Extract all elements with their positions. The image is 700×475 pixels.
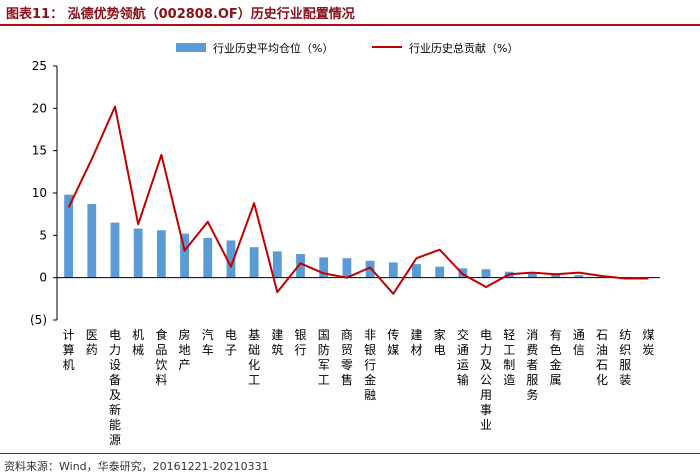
bar-家电 [435,266,445,278]
x-tick-label: 交通运输 [457,327,469,387]
y-tick-label: 10 [32,186,47,200]
bar-传媒 [388,262,398,278]
y-tick-label: 20 [32,101,47,115]
x-tick-label: 传媒 [387,327,399,357]
x-tick-label: 电力及公用事业 [480,328,492,432]
legend-line-label: 行业历史总贡献（%） [409,41,518,55]
x-tick-label: 建筑 [271,328,283,357]
x-tick-label: 纺织服装 [619,328,631,387]
x-tick-label: 电子 [225,328,237,357]
legend-bar-swatch [176,43,206,52]
bar-series [64,194,653,278]
chart-title: 图表11： 泓德优势领航（002808.OF）历史行业配置情况 [6,7,355,22]
source-note: 资料来源：Wind，华泰研究，20161221-20210331 [4,460,269,473]
bar-食品饮料 [156,230,166,278]
y-axis: 25 20 15 10 5 0 (5) [30,59,58,327]
x-tick-label: 商贸零售 [341,327,353,387]
line-series [67,105,649,295]
x-tick-label: 石油石化 [596,328,608,387]
legend-bar-label: 行业历史平均仓位（%） [213,41,333,55]
x-tick-label: 家电 [434,327,446,357]
bar-医药 [87,204,97,278]
x-tick-label: 国防军工 [318,328,330,387]
bar-汽车 [203,237,213,278]
bar-房地产 [180,233,189,278]
x-tick-label: 电力设备及新能源 [109,328,121,447]
bar-国防军工 [319,257,329,278]
y-tick-label: 25 [32,59,47,73]
legend: 行业历史平均仓位（%） 行业历史总贡献（%） [176,41,518,55]
bar-银行 [296,253,305,278]
bar-建筑 [272,251,282,278]
bar-电力设备及新能源 [110,222,120,278]
bar-建材 [412,264,421,278]
x-tick-label: 建材 [410,328,422,357]
y-tick-label: 0 [39,271,47,285]
category-labels: 计算机医药电力设备及新能源机械食品饮料房地产汽车电子基础化工建筑银行国防军工商贸… [63,327,655,447]
title-bar: 图表11： 泓德优势领航（002808.OF）历史行业配置情况 [0,0,700,26]
x-tick-label: 房地产 [179,327,191,372]
bar-消费者服务 [528,272,537,278]
chart-area: 行业历史平均仓位（%） 行业历史总贡献（%） 25 20 15 10 5 0 (5) 计算机… [30,41,660,447]
source-bar: 资料来源：Wind，华泰研究，20161221-20210331 [0,453,700,475]
bar-计算机 [64,194,74,278]
x-tick-label: 汽车 [202,327,214,357]
y-tick-label: 15 [32,144,47,158]
bar-通信 [574,275,584,278]
x-tick-label: 计算机 [63,328,75,372]
x-tick-label: 轻工制造 [503,328,515,387]
bar-有色金属 [551,273,561,278]
x-tick-label: 通信 [573,328,585,357]
bar-电子 [226,240,236,278]
y-tick-label: (5) [30,313,47,327]
bar-机械 [133,228,143,278]
x-tick-label: 医药 [86,328,98,357]
x-tick-label: 非银行金融 [364,328,376,402]
y-tick-label: 5 [39,228,47,242]
bar-基础化工 [249,247,259,278]
x-tick-label: 煤炭 [642,328,654,357]
x-tick-label: 食品饮料 [155,327,167,387]
contribution-line [67,105,649,295]
bar-电力及公用事业 [481,269,491,278]
x-tick-label: 银行 [295,328,307,357]
bar-非银行金融 [365,260,375,278]
bar-商贸零售 [342,258,352,278]
x-tick-label: 消费者服务 [526,328,538,402]
x-tick-label: 有色金属 [550,328,562,387]
x-tick-label: 基础化工 [248,328,260,387]
x-tick-label: 机械 [132,328,144,357]
